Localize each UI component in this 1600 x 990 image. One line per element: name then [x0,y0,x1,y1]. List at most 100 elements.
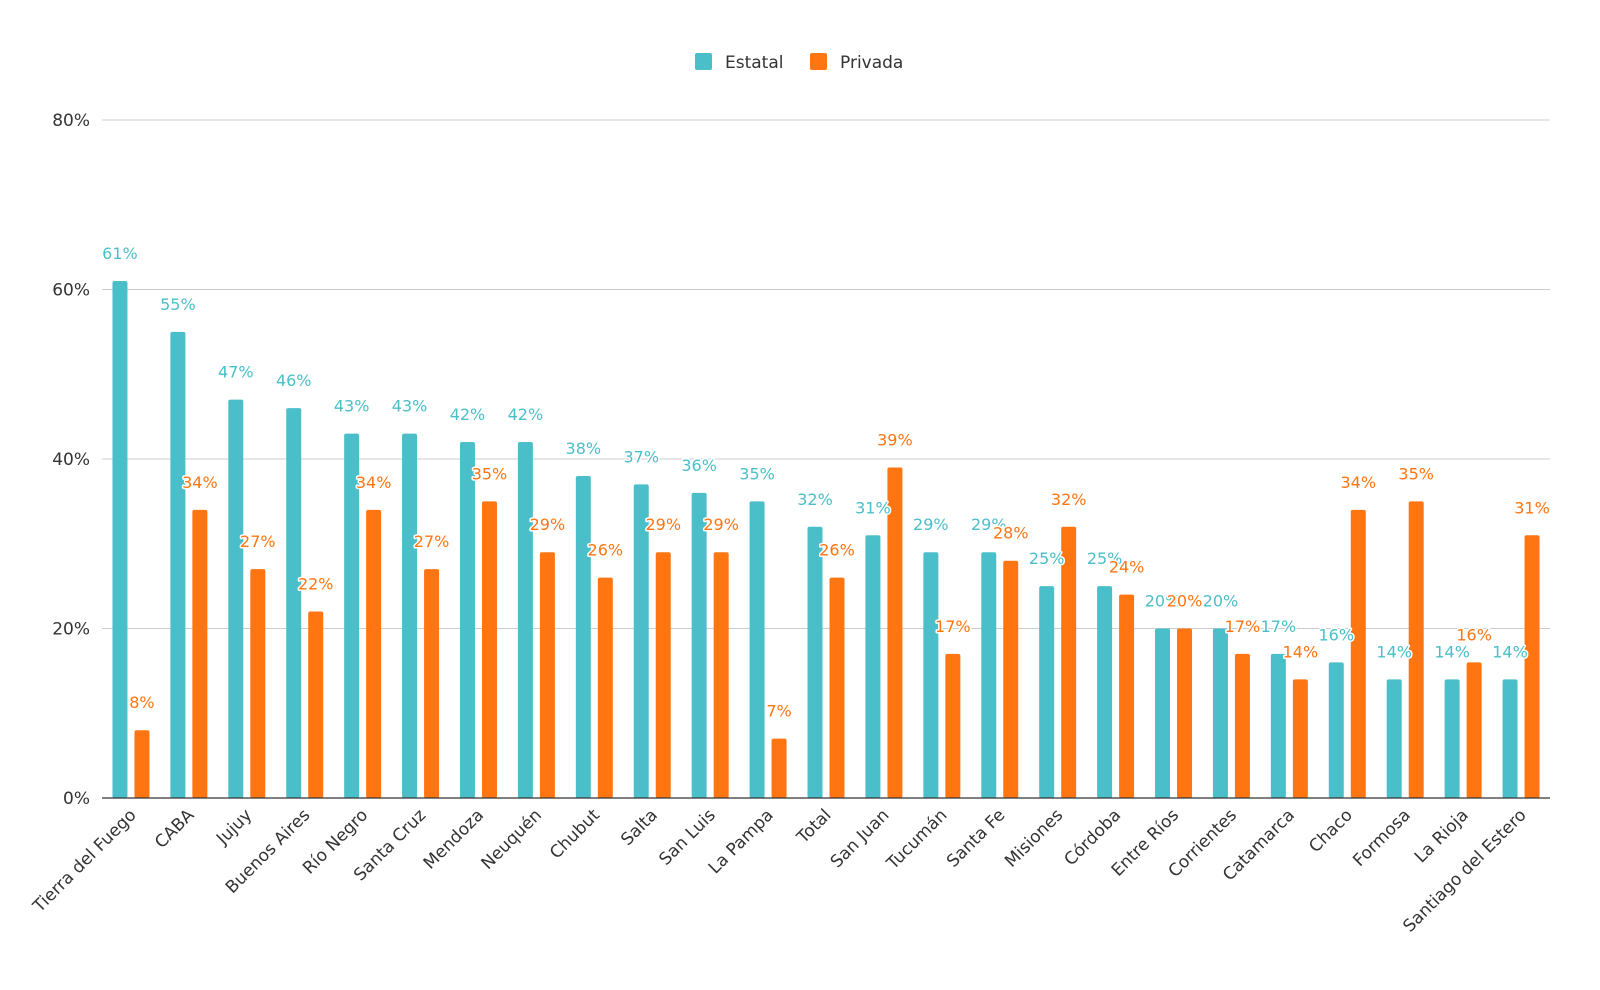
bar-privada[interactable] [481,501,497,798]
bar-privada[interactable] [945,653,961,798]
bar-privada[interactable] [1524,535,1540,798]
x-category-label: Formosa [1349,805,1414,870]
data-label-privada: 39% [877,430,913,449]
data-label-estatal: 46% [276,371,312,390]
x-category-label: San Juan [827,805,894,872]
bar-privada[interactable] [1003,560,1019,798]
bar-estatal[interactable] [923,552,939,798]
data-label-estatal: 25% [1087,549,1123,568]
bar-estatal[interactable] [807,526,823,798]
bar-estatal[interactable] [1039,586,1055,798]
bar-estatal[interactable] [691,492,707,798]
x-category-label: Chaco [1305,805,1356,856]
legend-label-estatal[interactable]: Estatal [725,53,784,73]
bar-estatal[interactable] [865,535,881,798]
bar-estatal[interactable] [1212,628,1228,799]
bar-privada[interactable] [1177,628,1193,799]
data-label-privada: 17% [935,617,971,636]
data-label-estatal: 17% [1261,617,1297,636]
bar-estatal[interactable] [344,433,360,798]
bar-privada[interactable] [597,577,613,798]
bar-privada[interactable] [1408,501,1424,798]
bar-privada[interactable] [829,577,845,798]
data-label-estatal: 31% [855,498,891,517]
bar-estatal[interactable] [1270,653,1286,798]
data-label-estatal: 43% [334,397,370,416]
bar-estatal[interactable] [575,475,591,798]
data-label-privada: 26% [588,541,624,560]
data-label-privada: 35% [472,464,508,483]
data-label-estatal: 38% [566,439,602,458]
bar-privada[interactable] [424,569,440,798]
bar-privada[interactable] [1119,594,1135,798]
data-label-privada: 26% [819,541,855,560]
data-label-estatal: 25% [1029,549,1065,568]
legend-label-privada[interactable]: Privada [840,53,903,73]
bar-privada[interactable] [192,509,208,798]
x-category-label: Santa Fe [943,805,1009,871]
bar-estatal[interactable] [517,442,533,798]
bar-estatal[interactable] [633,484,649,798]
data-label-estatal: 47% [218,363,254,382]
bar-privada[interactable] [366,509,382,798]
bar-privada[interactable] [1466,662,1482,798]
data-label-estatal: 35% [739,464,775,483]
x-category-label: Salta [617,805,662,850]
bar-privada[interactable] [1350,509,1366,798]
legend: Estatal Privada [695,53,903,73]
legend-swatch-estatal[interactable] [695,53,712,70]
data-label-estatal: 20% [1203,592,1239,611]
data-label-privada: 14% [1283,642,1319,661]
bar-estatal[interactable] [286,408,302,798]
bar-estatal[interactable] [1155,628,1171,799]
data-label-privada: 24% [1109,558,1145,577]
x-category-label: Total [793,805,836,848]
bar-estatal[interactable] [402,433,418,798]
x-category-label: Chubut [546,805,604,863]
bar-privada[interactable] [1292,679,1308,798]
data-label-estatal: 29% [971,515,1007,534]
data-label-privada: 8% [129,693,154,712]
data-label-privada: 29% [645,515,681,534]
data-label-estatal: 42% [508,405,544,424]
bar-estatal[interactable] [170,331,186,798]
data-label-privada: 29% [530,515,566,534]
bar-estatal[interactable] [1328,662,1344,798]
bar-estatal[interactable] [749,501,765,798]
y-gridlines [102,119,1550,629]
bar-estatal[interactable] [1097,586,1113,798]
bar-estatal[interactable] [1502,679,1518,798]
bar-estatal[interactable] [228,399,244,798]
y-tick-label: 40% [52,450,90,470]
bar-privada[interactable] [1061,526,1077,798]
bar-estatal[interactable] [1386,679,1402,798]
data-label-privada: 20% [1167,592,1203,611]
x-category-label: Neuquén [478,805,546,873]
bar-estatal[interactable] [981,552,997,798]
bar-privada[interactable] [655,552,671,798]
bar-privada[interactable] [1234,653,1250,798]
bar-privada[interactable] [308,611,324,798]
x-category-label: CABA [151,805,198,852]
data-label-estatal: 61% [102,244,138,263]
data-label-estatal: 36% [681,456,717,475]
data-label-estatal: 55% [160,295,196,314]
bar-privada[interactable] [539,552,555,798]
data-label-estatal: 42% [450,405,486,424]
data-label-estatal: 43% [392,397,428,416]
bar-privada[interactable] [771,738,787,798]
bar-estatal[interactable] [112,281,128,798]
legend-swatch-privada[interactable] [810,53,827,70]
bar-estatal[interactable] [459,442,475,798]
bar-privada[interactable] [134,730,150,798]
data-label-estatal: 29% [913,515,949,534]
data-label-estatal: 14% [1376,642,1412,661]
bar-estatal[interactable] [1444,679,1460,798]
bar-privada[interactable] [713,552,729,798]
bar-privada[interactable] [250,569,266,798]
bar-privada[interactable] [887,467,903,798]
data-label-estatal: 14% [1434,642,1470,661]
